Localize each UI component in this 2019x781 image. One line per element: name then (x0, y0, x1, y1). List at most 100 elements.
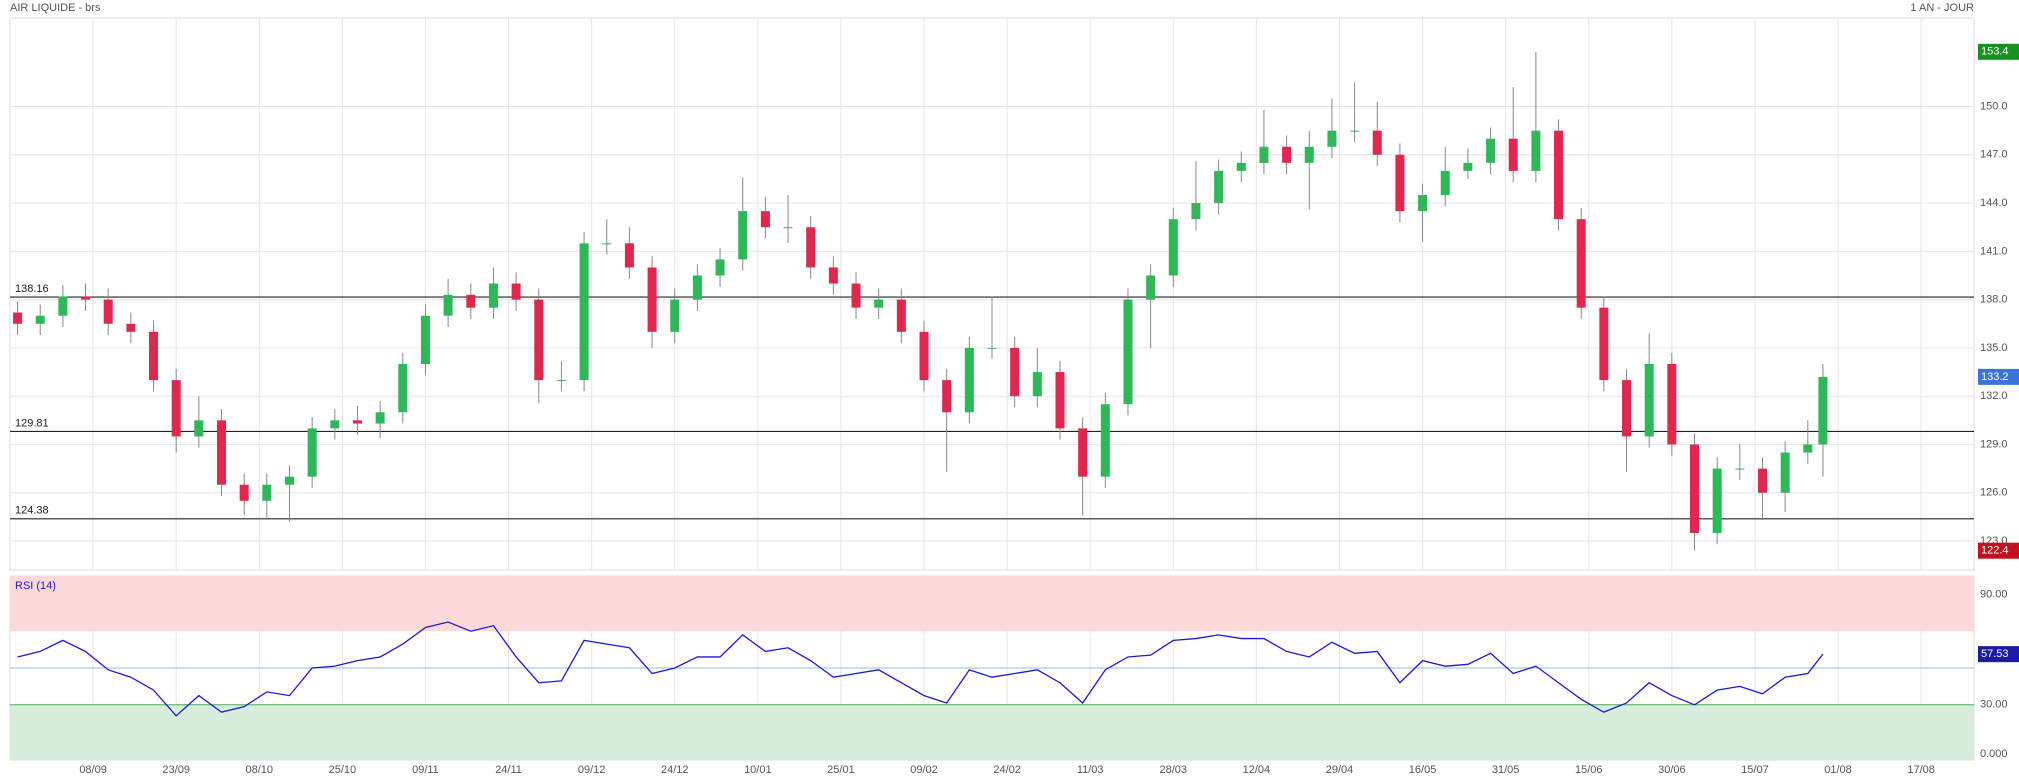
candle-body (1440, 170, 1450, 196)
y-tick-label: 147.0 (1980, 149, 2008, 161)
rsi-line (17, 621, 1824, 717)
candle-body (1486, 138, 1496, 163)
rsi-title: RSI (14) (15, 580, 56, 592)
x-tick-label: 01/08 (1824, 764, 1852, 776)
y-tick-label: 138.0 (1980, 294, 2008, 306)
candle-body (103, 299, 113, 324)
candle-body (602, 243, 612, 245)
candle-body (1818, 376, 1828, 445)
candle-body (851, 283, 861, 308)
candle-body (194, 420, 204, 437)
candle-body (126, 323, 136, 332)
value-tag (1978, 646, 2019, 663)
candle-body (1168, 219, 1178, 276)
candle-body (1599, 307, 1609, 381)
x-tick-label: 15/06 (1575, 764, 1603, 776)
candle-body (647, 267, 657, 332)
candle-body (692, 275, 702, 300)
x-tick-label: 29/04 (1326, 764, 1354, 776)
y-tick-label: 126.0 (1980, 487, 2008, 499)
y-tick-label: 141.0 (1980, 245, 2008, 257)
level-label: 138.16 (15, 283, 49, 295)
x-tick-label: 24/02 (993, 764, 1021, 776)
candle-body (1554, 130, 1564, 220)
candle-body (81, 296, 91, 300)
x-tick-label: 17/08 (1907, 764, 1935, 776)
candle-body (1282, 146, 1292, 163)
candle-body (1418, 195, 1428, 212)
candle-body (1780, 452, 1790, 493)
y-tick-label: 0.000 (1980, 748, 2008, 760)
candle-body (1395, 154, 1405, 212)
candle-body (964, 347, 974, 413)
candle-body (488, 283, 498, 308)
candle-body (1191, 203, 1201, 220)
candle-body (1667, 364, 1677, 445)
level-label: 124.38 (15, 505, 49, 517)
value-tag (1978, 542, 2019, 559)
candle-body (398, 364, 408, 413)
candle-body (1372, 130, 1382, 155)
x-tick-label: 09/11 (412, 764, 439, 776)
candle-body (1690, 444, 1700, 533)
candle-body (556, 380, 566, 382)
candle-body (35, 315, 45, 324)
candle-body (58, 296, 68, 316)
x-tick-label: 11/03 (1077, 764, 1104, 776)
candle-body (511, 283, 521, 300)
candle-body (1508, 138, 1518, 171)
price-pane (9, 17, 1975, 571)
value-tag-label: 57.53 (1981, 648, 2009, 660)
candle-body (284, 476, 294, 485)
candle-body (942, 380, 952, 413)
candle-body (13, 312, 23, 324)
candle-body (874, 299, 884, 308)
candle-body (1214, 170, 1224, 204)
candle-body (783, 227, 793, 229)
candle-body (420, 315, 430, 365)
candle-body (466, 294, 476, 308)
candle-body (624, 243, 634, 268)
candle-body (443, 294, 453, 316)
value-tag-label: 122.4 (1981, 545, 2009, 557)
candle-body (171, 380, 181, 437)
candle-body (828, 267, 838, 284)
x-tick-label: 31/05 (1492, 764, 1520, 776)
candle-body (1327, 130, 1337, 147)
candle-body (715, 259, 725, 276)
candle-body (1055, 372, 1065, 429)
x-tick-label: 09/12 (578, 764, 606, 776)
x-tick-label: 28/03 (1160, 764, 1188, 776)
oversold-zone (10, 704, 1974, 760)
x-tick-label: 15/07 (1741, 764, 1769, 776)
candle-body (806, 227, 816, 268)
chart-title: AIR LIQUIDE - brs (10, 2, 101, 14)
candle-body (1236, 162, 1246, 171)
candle-body (987, 347, 997, 349)
y-tick-label: 144.0 (1980, 197, 2008, 209)
candle-body (1531, 130, 1541, 171)
x-tick-label: 23/09 (162, 764, 190, 776)
y-tick-label: 30.00 (1980, 699, 2008, 711)
candle-body (1100, 404, 1110, 477)
candle-body (1576, 219, 1586, 308)
candle-body (330, 420, 340, 429)
candle-body (534, 299, 544, 381)
x-tick-label: 08/10 (246, 764, 274, 776)
value-tag-label: 153.4 (1981, 46, 2009, 58)
candle-body (1757, 468, 1767, 493)
x-tick-label: 10/01 (744, 764, 772, 776)
y-tick-label: 135.0 (1980, 342, 2008, 354)
candle-body (1350, 130, 1360, 132)
y-tick-label: 129.0 (1980, 438, 2008, 450)
x-tick-label: 24/11 (495, 764, 522, 776)
candle-body (1259, 146, 1269, 163)
candle-body (919, 331, 929, 381)
candle-body (1622, 380, 1632, 437)
candle-body (239, 484, 249, 501)
candle-body (1078, 428, 1088, 477)
candle-body (352, 420, 362, 424)
candle-body (670, 299, 680, 332)
